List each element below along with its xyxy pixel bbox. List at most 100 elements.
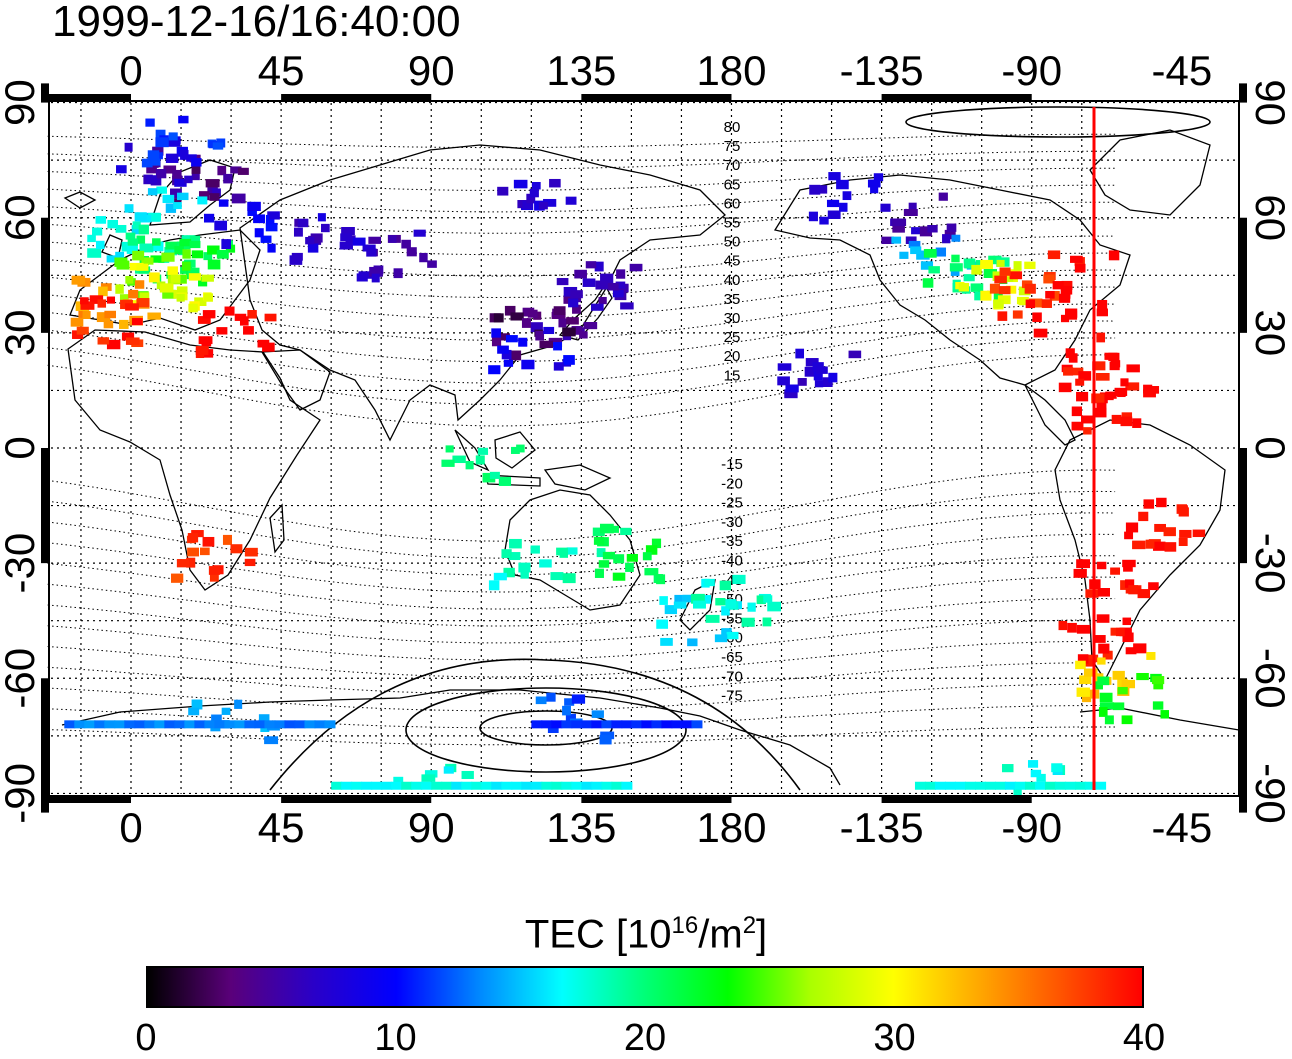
tec-point — [1096, 332, 1106, 343]
top-x-tick-label: 45 — [258, 47, 305, 94]
top-x-tick-label: -45 — [1151, 47, 1212, 94]
tec-point — [267, 243, 276, 253]
tec-point — [1001, 764, 1014, 773]
tec-point — [371, 781, 383, 790]
tec-point — [828, 372, 838, 383]
tec-point — [1076, 687, 1090, 697]
tec-point — [828, 172, 841, 181]
right-y-tick-label: 0 — [1247, 436, 1292, 459]
tec-point — [1096, 308, 1108, 317]
tec-point — [561, 720, 573, 729]
tec-point — [191, 158, 202, 167]
tec-point — [784, 389, 798, 399]
tec-point — [201, 274, 214, 282]
tec-point — [244, 547, 258, 557]
tec-point — [503, 359, 514, 367]
tec-point — [813, 371, 823, 381]
tec-point — [599, 523, 614, 534]
tec-point — [184, 720, 196, 729]
tec-point — [592, 527, 605, 537]
tec-point — [914, 781, 926, 790]
tec-point — [958, 282, 970, 292]
tec-point — [928, 266, 940, 274]
tec-point — [908, 240, 921, 248]
tec-point — [564, 698, 575, 706]
tec-point — [656, 619, 669, 629]
contour-line — [47, 662, 1116, 695]
contour-label: 15 — [724, 367, 741, 384]
frame-bar-left — [41, 448, 49, 564]
tec-point — [1112, 702, 1125, 711]
tec-point — [1143, 389, 1156, 398]
tec-point — [1151, 676, 1165, 685]
tec-point — [1097, 657, 1106, 665]
tec-point — [174, 246, 184, 255]
tec-point — [582, 278, 596, 287]
tec-point — [543, 198, 557, 207]
tec-point — [393, 776, 404, 786]
tec-point — [156, 186, 167, 194]
tec-point — [1154, 523, 1167, 532]
tec-point — [231, 193, 246, 204]
tec-point — [1083, 668, 1098, 677]
tec-point — [1065, 781, 1077, 790]
contour-line — [47, 576, 1116, 627]
tec-point — [521, 318, 531, 328]
tec-point — [443, 766, 454, 774]
tec-point — [1121, 679, 1136, 689]
contour-label: 50 — [724, 234, 741, 251]
tec-point — [98, 286, 108, 297]
tec-point — [212, 142, 224, 150]
tec-point — [808, 211, 818, 222]
tec-point — [211, 714, 222, 724]
tec-point — [87, 234, 96, 243]
tec-point — [593, 536, 605, 545]
tec-point — [954, 781, 966, 790]
tec-point — [1096, 561, 1107, 570]
contour-label: -25 — [721, 495, 743, 512]
tec-point — [1092, 361, 1106, 371]
tec-point — [819, 216, 829, 225]
tec-point — [613, 554, 625, 564]
contour-line — [47, 320, 1116, 384]
tec-point — [1121, 412, 1133, 420]
tec-point — [1027, 760, 1039, 768]
tec-point — [413, 229, 426, 237]
tec-point — [212, 188, 221, 197]
tec-point — [626, 553, 638, 562]
tec-point — [905, 236, 917, 244]
right-y-tick-label: 60 — [1247, 194, 1292, 241]
tec-point — [216, 327, 228, 335]
tec-point — [321, 223, 330, 233]
tec-point — [222, 534, 233, 545]
tec-point — [762, 617, 772, 627]
tec-point — [97, 299, 107, 308]
tec-point — [1065, 348, 1075, 358]
tec-point — [574, 269, 587, 279]
tec-point — [388, 235, 397, 243]
tec-point — [923, 248, 937, 258]
tec-point — [951, 254, 960, 263]
tec-point — [521, 781, 533, 790]
tec-point — [1160, 710, 1169, 719]
tec-point — [1137, 589, 1151, 599]
tec-point — [983, 269, 998, 279]
tec-point — [756, 595, 766, 605]
tec-point — [204, 720, 216, 729]
tec-point — [172, 169, 182, 180]
tec-point — [308, 235, 322, 245]
tec-point — [1045, 781, 1057, 790]
tec-point — [903, 208, 918, 217]
tec-point — [681, 720, 693, 729]
tec-point — [145, 175, 157, 184]
left-y-tick-label: -30 — [0, 533, 43, 594]
contour-line — [47, 303, 1116, 363]
tec-point — [189, 240, 201, 249]
tec-point — [839, 202, 848, 212]
tec-point — [139, 292, 150, 302]
tec-point — [116, 260, 130, 270]
tec-point — [546, 692, 556, 702]
tec-point — [726, 631, 739, 640]
tec-point — [964, 258, 976, 269]
frame-bar-right — [1239, 678, 1247, 813]
